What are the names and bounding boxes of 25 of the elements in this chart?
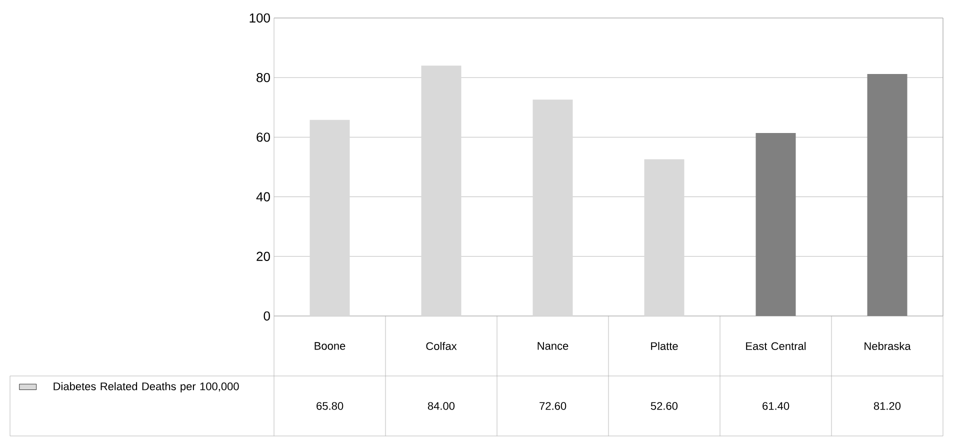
data-label: 65.80 bbox=[316, 402, 344, 410]
y-tick-label: 100 bbox=[250, 13, 270, 23]
x-tick-label: Colfax bbox=[426, 342, 457, 350]
bar bbox=[421, 66, 462, 316]
legend-label: Diabetes Related Deaths per 100,000 bbox=[54, 382, 239, 392]
bar bbox=[310, 120, 350, 316]
y-tick-label: 0 bbox=[264, 311, 270, 321]
x-tick-label: Platte bbox=[651, 342, 678, 350]
x-tick-label: Nance bbox=[538, 342, 568, 350]
bar bbox=[532, 100, 573, 316]
bar bbox=[867, 74, 908, 316]
x-tick-label: East Central bbox=[746, 342, 806, 350]
x-tick-label: Nebraska bbox=[864, 342, 911, 350]
y-tick-label: 80 bbox=[256, 72, 270, 82]
y-tick-label: 40 bbox=[256, 192, 270, 202]
bar bbox=[756, 133, 796, 316]
y-tick-label: 60 bbox=[256, 132, 270, 142]
data-label: 84.00 bbox=[428, 402, 455, 410]
data-label: 52.60 bbox=[650, 402, 678, 410]
data-label: 81.20 bbox=[874, 402, 901, 410]
x-tick-label: Boone bbox=[314, 342, 346, 350]
bar bbox=[644, 159, 684, 316]
data-label: 61.40 bbox=[762, 402, 790, 410]
y-tick-label: 20 bbox=[256, 252, 270, 261]
data-label: 72.60 bbox=[540, 402, 566, 410]
